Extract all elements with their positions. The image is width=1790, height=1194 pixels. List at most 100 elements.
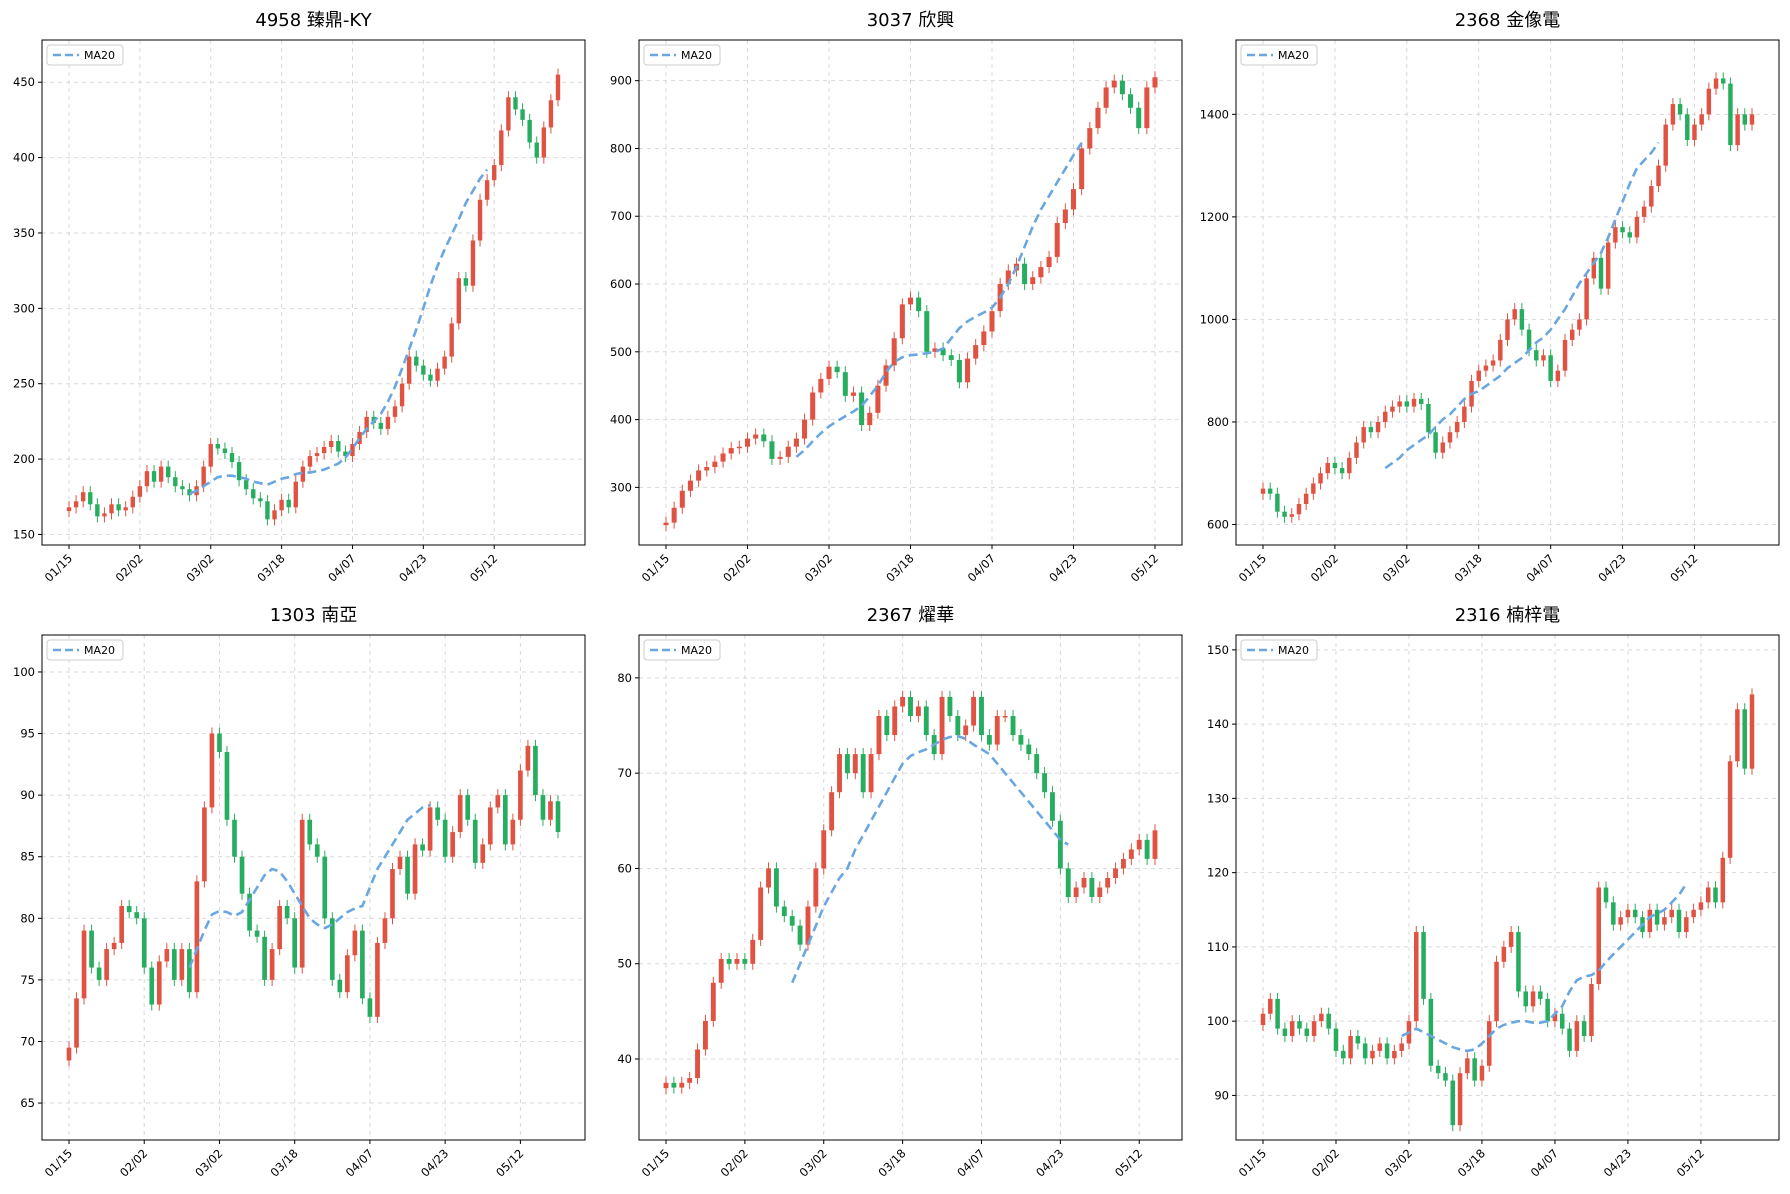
candle-up <box>1054 223 1060 257</box>
candle-down <box>251 489 256 499</box>
x-tick-label: 02/02 <box>718 1146 751 1179</box>
candle-up <box>352 930 358 956</box>
candle-up <box>406 356 412 384</box>
legend: MA20 <box>46 44 124 66</box>
y-tick-label: 1000 <box>1200 312 1229 326</box>
candle-down <box>924 311 930 352</box>
x-tick-label: 04/23 <box>1033 1146 1066 1179</box>
legend-label: MA20 <box>84 644 115 657</box>
candle-up <box>1319 1013 1324 1022</box>
candle-down <box>1523 991 1529 1007</box>
y-tick-label: 150 <box>1207 643 1229 657</box>
candle-up <box>357 431 362 444</box>
candle-down <box>742 958 748 964</box>
candle-down <box>1516 932 1521 992</box>
candle-up <box>1498 339 1503 361</box>
candlestick-chart: 3037 欣興 300 400 500 600 700 800 900 01/15 02/02 03… <box>610 10 1183 585</box>
candle-up <box>1361 427 1366 443</box>
axes-frame <box>1235 634 1780 1141</box>
candle-up <box>1370 1050 1375 1059</box>
x-tick-label: 05/12 <box>1667 551 1700 584</box>
candle-up <box>111 942 117 950</box>
candle-up <box>449 323 454 357</box>
candle-up <box>1479 1065 1485 1081</box>
candle-down <box>1332 462 1338 469</box>
candle-down <box>224 752 230 820</box>
y-tick-label: 110 <box>1207 940 1229 954</box>
candle-up <box>164 949 170 962</box>
candle-up <box>510 819 516 845</box>
candle-down <box>1426 404 1431 433</box>
candle-up <box>1152 830 1158 859</box>
candle-up <box>480 844 486 863</box>
candle-up <box>1097 887 1103 898</box>
candle-down <box>247 893 252 931</box>
candle-up <box>392 406 398 417</box>
y-tick-label: 70 <box>617 766 632 780</box>
candle-up <box>1605 242 1611 289</box>
candle-up <box>321 447 327 454</box>
legend-label: MA20 <box>681 644 712 657</box>
candle-down <box>187 489 192 496</box>
candle-down <box>1728 83 1733 146</box>
candle-up <box>1121 858 1126 869</box>
candle-up <box>973 345 979 359</box>
candle-up <box>457 795 463 833</box>
candle-up <box>179 949 185 980</box>
candle-down <box>229 453 235 463</box>
x-tick-label: 04/07 <box>343 1146 376 1179</box>
ma20-line <box>188 803 431 969</box>
y-tick-label: 500 <box>610 345 632 359</box>
candle-down <box>1519 309 1525 330</box>
y-tick-label: 100 <box>1207 1014 1229 1028</box>
x-tick-label: 04/07 <box>954 1146 987 1179</box>
candle-down <box>955 715 961 736</box>
candle-up <box>1260 488 1266 494</box>
candle-up <box>892 706 898 736</box>
candle-up <box>555 74 561 101</box>
x-tick-label: 03/18 <box>1452 551 1485 584</box>
legend: MA20 <box>643 44 721 66</box>
candle-up <box>1699 114 1704 125</box>
candle-up <box>1457 1073 1463 1126</box>
y-tick-label: 800 <box>610 141 632 155</box>
candle-up <box>209 733 215 808</box>
candle-up <box>1397 401 1402 407</box>
candle-up <box>1005 270 1011 285</box>
candle-down <box>860 754 866 793</box>
candle-up <box>915 706 921 716</box>
candle-up <box>1103 87 1109 108</box>
candle-up <box>518 770 523 820</box>
x-tick-label: 03/18 <box>254 551 287 584</box>
candle-down <box>1421 932 1426 999</box>
candle-down <box>1026 744 1032 755</box>
candle-down <box>284 905 290 919</box>
candle-up <box>314 453 320 457</box>
candle-up <box>1618 917 1623 925</box>
candle-up <box>1698 902 1704 910</box>
chart-title: 4958 臻鼎-KY <box>255 10 372 31</box>
candle-down <box>1022 263 1028 285</box>
legend-box <box>46 639 124 661</box>
candle-down <box>367 998 373 1017</box>
candle-up <box>1625 909 1631 918</box>
candle-down <box>236 462 242 481</box>
candle-down <box>1567 1028 1572 1051</box>
candle-down <box>1713 887 1718 903</box>
x-tick-label: 04/23 <box>1601 1146 1634 1179</box>
candle-up <box>932 348 938 352</box>
candle-down <box>134 912 140 919</box>
candle-down <box>420 844 425 851</box>
candle-up <box>269 949 275 980</box>
candle-up <box>1584 278 1589 320</box>
x-tick-label: 01/15 <box>42 1146 75 1179</box>
candle-up <box>548 801 553 820</box>
candle-down <box>947 696 953 716</box>
candle-down <box>180 486 185 490</box>
candle-up <box>1087 128 1093 149</box>
candle-up <box>679 1082 685 1088</box>
y-tick-label: 600 <box>1207 517 1229 531</box>
candle-up <box>1490 360 1496 366</box>
candle-up <box>702 1020 708 1050</box>
candle-down <box>1034 754 1040 774</box>
